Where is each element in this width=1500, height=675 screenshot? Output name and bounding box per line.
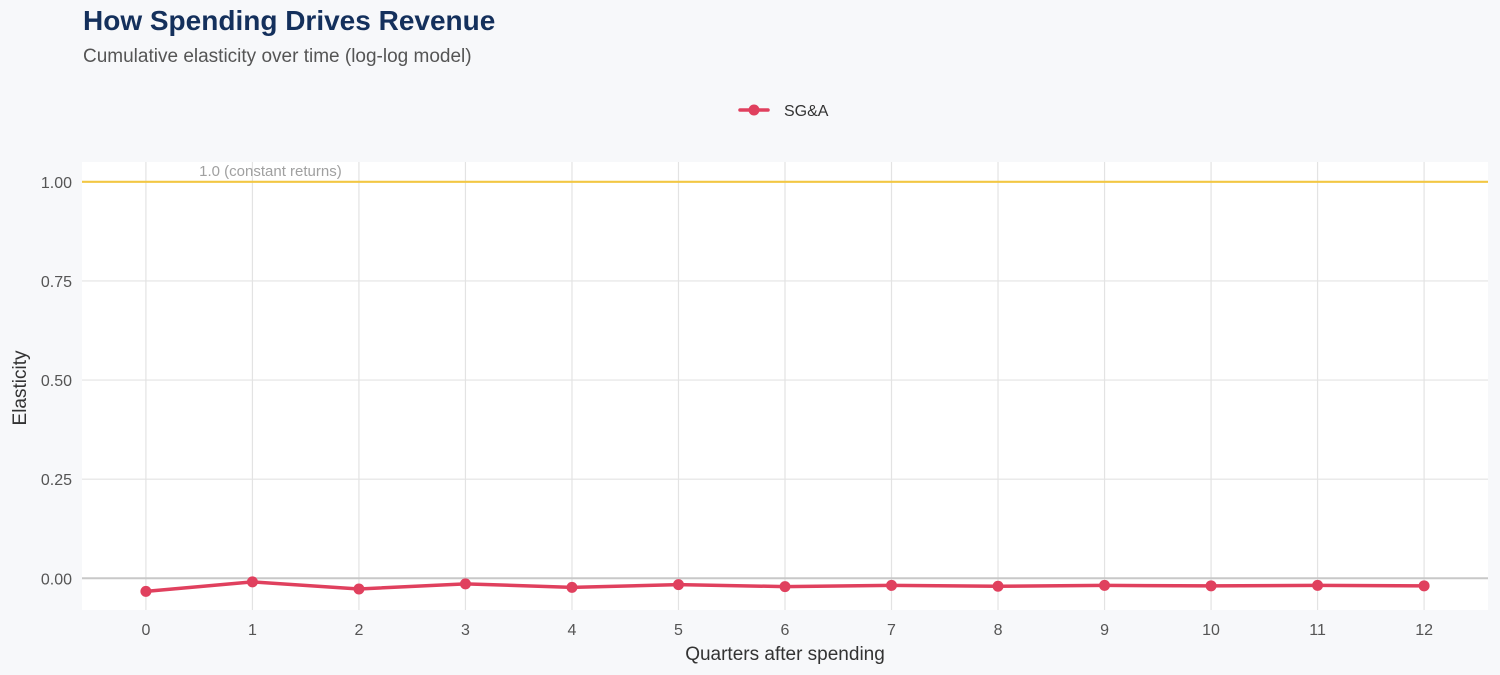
chart-title: How Spending Drives Revenue <box>83 5 496 36</box>
x-tick-label: 4 <box>568 622 577 639</box>
legend: SG&A <box>738 103 829 120</box>
x-tick-label: 1 <box>248 622 257 639</box>
y-tick-label: 1.00 <box>41 175 72 192</box>
data-point-q12 <box>1418 580 1430 592</box>
x-axis: 0 1 2 3 4 5 6 7 8 9 10 11 12 <box>141 622 1433 639</box>
data-point-q2 <box>353 583 365 595</box>
data-point-q1 <box>246 576 258 588</box>
gridlines <box>82 162 1488 610</box>
x-tick-label: 0 <box>141 622 150 639</box>
reference-lines: 1.0 (constant returns) <box>82 163 1488 580</box>
y-tick-label: 0.25 <box>41 472 72 489</box>
legend-label: SG&A <box>784 103 829 120</box>
data-point-q6 <box>779 581 791 593</box>
chart-subtitle: Cumulative elasticity over time (log-log… <box>83 46 472 67</box>
y-tick-label: 0.00 <box>41 571 72 588</box>
y-tick-label: 0.50 <box>41 373 72 390</box>
y-axis-title: Elasticity <box>10 350 31 425</box>
x-tick-label: 8 <box>994 622 1003 639</box>
x-tick-label: 10 <box>1202 622 1220 639</box>
data-point-q7 <box>886 579 898 591</box>
data-point-q11 <box>1312 579 1324 591</box>
data-point-q9 <box>1099 579 1111 591</box>
data-point-q3 <box>459 578 471 590</box>
x-tick-label: 2 <box>354 622 363 639</box>
x-axis-title: Quarters after spending <box>685 644 885 665</box>
x-tick-label: 7 <box>887 622 896 639</box>
x-tick-label: 6 <box>781 622 790 639</box>
x-tick-label: 11 <box>1309 622 1326 639</box>
legend-swatch-point <box>748 104 760 116</box>
data-point-q4 <box>566 581 578 593</box>
data-point-q10 <box>1205 580 1217 592</box>
x-tick-label: 5 <box>674 622 683 639</box>
data-point-q8 <box>992 580 1004 592</box>
x-tick-label: 3 <box>461 622 470 639</box>
data-point-q5 <box>672 579 684 591</box>
x-tick-label: 12 <box>1415 622 1433 639</box>
series-layer <box>140 576 1430 597</box>
y-tick-label: 0.75 <box>41 274 72 291</box>
y-axis: 0.00 0.25 0.50 0.75 1.00 <box>41 175 72 588</box>
data-point-q0 <box>140 585 152 597</box>
x-tick-label: 9 <box>1100 622 1109 639</box>
constant-returns-label: 1.0 (constant returns) <box>199 163 342 180</box>
